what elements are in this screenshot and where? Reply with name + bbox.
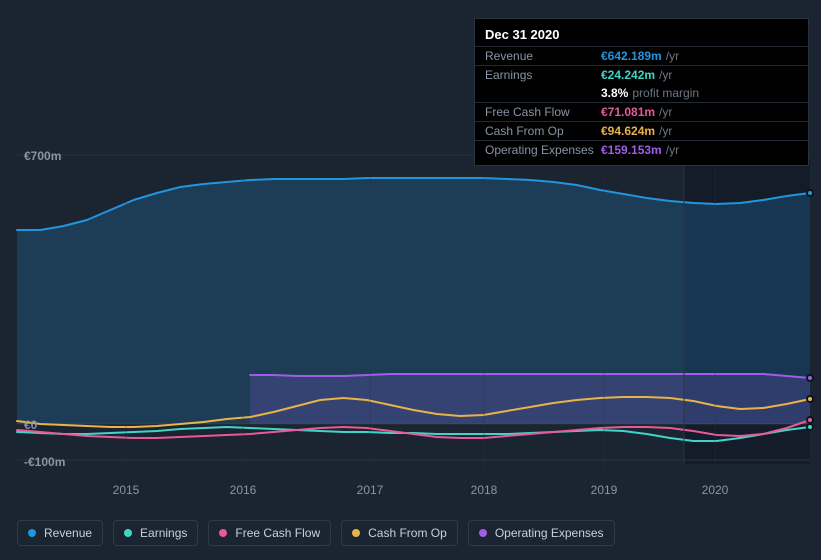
tooltip-row-label: Revenue	[485, 49, 601, 63]
x-tick-label: 2019	[591, 483, 618, 497]
tooltip-row-value: €94.624m	[601, 124, 655, 138]
tooltip-row: Revenue€642.189m/yr	[475, 46, 808, 65]
tooltip-row-label: Free Cash Flow	[485, 105, 601, 119]
tooltip-row-suffix: /yr	[659, 68, 672, 82]
series-end-marker	[806, 395, 814, 403]
tooltip-title: Dec 31 2020	[475, 25, 808, 46]
legend-label: Revenue	[44, 526, 92, 540]
series-end-marker	[806, 416, 814, 424]
legend-label: Cash From Op	[368, 526, 447, 540]
x-tick-label: 2016	[230, 483, 257, 497]
series-end-marker	[806, 423, 814, 431]
x-tick-label: 2018	[471, 483, 498, 497]
legend-label: Earnings	[140, 526, 187, 540]
tooltip-row: Operating Expenses€159.153m/yr	[475, 140, 808, 159]
legend-dot	[479, 529, 487, 537]
legend-label: Free Cash Flow	[235, 526, 320, 540]
tooltip-row-suffix: profit margin	[632, 86, 699, 100]
tooltip-row-suffix: /yr	[659, 105, 672, 119]
x-tick-label: 2017	[357, 483, 384, 497]
tooltip-row: Cash From Op€94.624m/yr	[475, 121, 808, 140]
tooltip-row: 3.8% profit margin	[475, 84, 808, 102]
legend-label: Operating Expenses	[495, 526, 604, 540]
legend-dot	[124, 529, 132, 537]
series-end-marker	[806, 374, 814, 382]
legend-dot	[28, 529, 36, 537]
tooltip-row-value: €71.081m	[601, 105, 655, 119]
tooltip-row-label: Cash From Op	[485, 124, 601, 138]
tooltip-row-value: €24.242m	[601, 68, 655, 82]
y-tick-label: €700m	[24, 149, 61, 163]
legend-dot	[352, 529, 360, 537]
x-tick-label: 2020	[702, 483, 729, 497]
tooltip-row-value: €159.153m	[601, 143, 662, 157]
y-tick-label: -€100m	[24, 455, 65, 469]
y-tick-label: €0	[24, 418, 37, 432]
tooltip-row: Earnings€24.242m/yr	[475, 65, 808, 84]
tooltip-row-suffix: /yr	[666, 49, 679, 63]
legend-item-free_cash_flow[interactable]: Free Cash Flow	[208, 520, 331, 546]
tooltip-row-suffix: /yr	[659, 124, 672, 138]
tooltip-row-value: 3.8%	[601, 86, 628, 100]
x-tick-label: 2015	[113, 483, 140, 497]
legend-dot	[219, 529, 227, 537]
legend-item-earnings[interactable]: Earnings	[113, 520, 198, 546]
legend-item-cash_from_op[interactable]: Cash From Op	[341, 520, 458, 546]
tooltip-row-label: Earnings	[485, 68, 601, 82]
tooltip-row-suffix: /yr	[666, 143, 679, 157]
legend-item-operating_expenses[interactable]: Operating Expenses	[468, 520, 615, 546]
tooltip-row-value: €642.189m	[601, 49, 662, 63]
tooltip-row-label: Operating Expenses	[485, 143, 601, 157]
chart-legend: Revenue Earnings Free Cash Flow Cash From O…	[17, 520, 615, 546]
tooltip-row: Free Cash Flow€71.081m/yr	[475, 102, 808, 121]
legend-item-revenue[interactable]: Revenue	[17, 520, 103, 546]
series-end-marker	[806, 189, 814, 197]
chart-tooltip: Dec 31 2020 Revenue€642.189m/yrEarnings€…	[474, 18, 809, 166]
